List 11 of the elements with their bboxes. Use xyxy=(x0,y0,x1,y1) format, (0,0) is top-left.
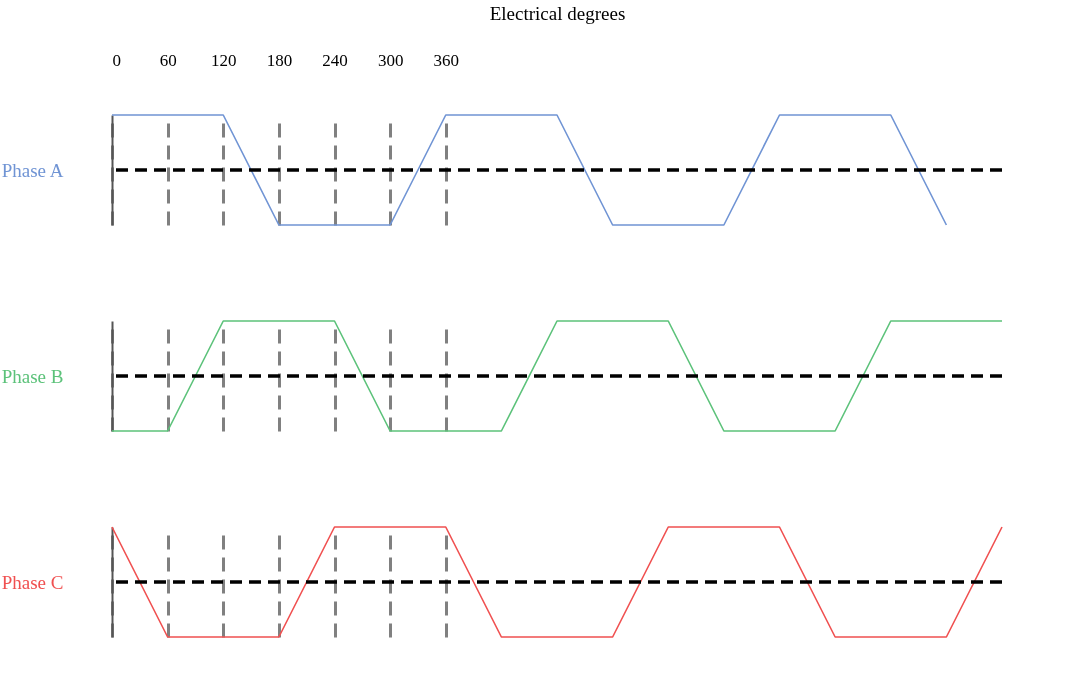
text: Phase B xyxy=(1,365,64,387)
x-tick-label: 120 xyxy=(211,50,237,70)
x-tick-label: 0 xyxy=(112,50,121,70)
text: Phase A xyxy=(1,159,64,181)
x-tick-label: 240 xyxy=(322,50,348,70)
x-axis-title: Electrical degrees xyxy=(489,2,626,24)
x-tick-label: 300 xyxy=(377,50,404,70)
text: Phase C xyxy=(1,571,64,593)
x-tick-label: 60 xyxy=(159,50,177,70)
x-tick-label: 360 xyxy=(433,50,459,70)
x-tick-label: 180 xyxy=(266,50,293,70)
